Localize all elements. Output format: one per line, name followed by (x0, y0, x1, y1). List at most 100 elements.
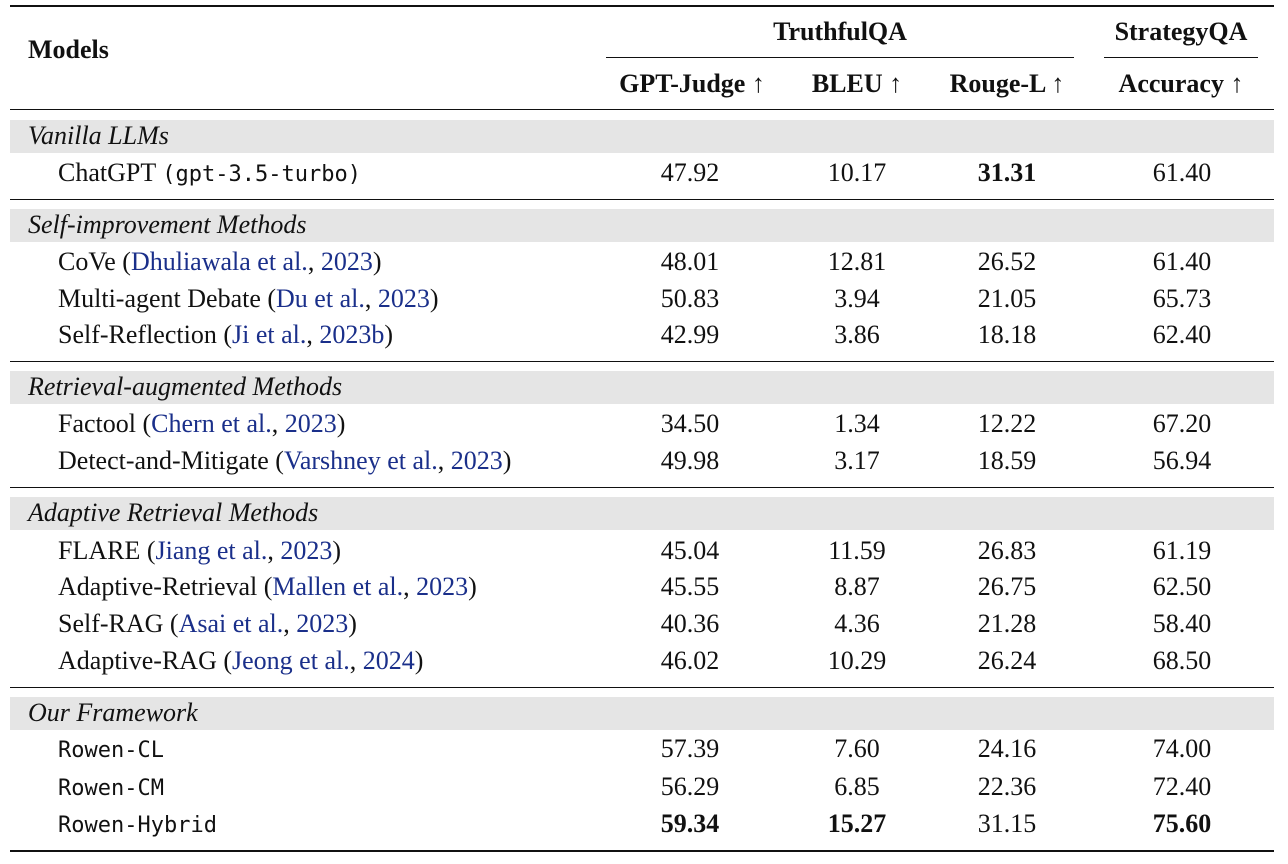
model-name: Factool (Chern et al., 2023) (58, 409, 346, 438)
citation-year-link[interactable]: 2023 (450, 446, 503, 475)
value-accuracy: 67.20 (1152, 409, 1212, 438)
section-band (10, 371, 1274, 404)
model-name: ChatGPT (gpt-3.5-turbo) (58, 158, 361, 187)
value-gpt-judge: 50.83 (660, 284, 720, 313)
section-rule (10, 687, 1274, 688)
section-title: Self-improvement Methods (28, 210, 307, 239)
bottom-rule (10, 850, 1274, 852)
top-rule (10, 5, 1274, 7)
citation-link[interactable]: Mallen et al. (272, 572, 404, 601)
value-bleu: 10.17 (827, 158, 887, 187)
section-band (10, 120, 1274, 153)
value-rouge-l: 22.36 (977, 772, 1037, 801)
truthfulqa-cmidrule (606, 57, 1074, 58)
value-accuracy: 61.40 (1152, 158, 1212, 187)
value-bleu: 12.81 (827, 247, 887, 276)
value-rouge-l: 26.83 (977, 536, 1037, 565)
value-rouge-l: 18.18 (977, 320, 1037, 349)
value-rouge-l: 21.28 (977, 609, 1037, 638)
model-name: Rowen-Hybrid (58, 813, 217, 838)
strategyqa-cmidrule (1104, 57, 1258, 58)
model-name: FLARE (Jiang et al., 2023) (58, 536, 342, 565)
citation-link[interactable]: Jiang et al. (155, 536, 268, 565)
table-row: Self-RAG (Asai et al., 2023) 40.36 4.36 … (0, 606, 1288, 642)
model-name: Multi-agent Debate (Du et al., 2023) (58, 284, 439, 313)
citation-link[interactable]: Varshney et al. (283, 446, 438, 475)
header-rule (10, 109, 1274, 110)
table-row: CoVe (Dhuliawala et al., 2023) 48.01 12.… (0, 244, 1288, 280)
value-gpt-judge: 57.39 (660, 734, 720, 763)
value-accuracy: 62.40 (1152, 320, 1212, 349)
citation-link[interactable]: Asai et al. (178, 609, 284, 638)
col-accuracy: Accuracy ↑ (1118, 69, 1244, 98)
value-bleu: 10.29 (827, 646, 887, 675)
value-gpt-judge: 49.98 (660, 446, 720, 475)
model-name: Self-Reflection (Ji et al., 2023b) (58, 320, 394, 349)
value-gpt-judge: 46.02 (660, 646, 720, 675)
value-gpt-judge: 45.04 (660, 536, 720, 565)
citation-year-link[interactable]: 2023 (296, 609, 349, 638)
citation-year-link[interactable]: 2023 (320, 247, 373, 276)
value-rouge-l: 24.16 (977, 734, 1037, 763)
value-accuracy: 56.94 (1152, 446, 1212, 475)
value-rouge-l: 26.24 (977, 646, 1037, 675)
value-rouge-l: 31.15 (977, 809, 1037, 838)
citation-year-link[interactable]: 2024 (362, 646, 415, 675)
value-gpt-judge: 48.01 (660, 247, 720, 276)
value-accuracy: 72.40 (1152, 772, 1212, 801)
citation-year-link[interactable]: 2023 (280, 536, 333, 565)
table-row: Multi-agent Debate (Du et al., 2023) 50.… (0, 281, 1288, 317)
col-rouge-l: Rouge-L ↑ (949, 69, 1065, 98)
model-name: Detect-and-Mitigate (Varshney et al., 20… (58, 446, 512, 475)
section-band (10, 497, 1274, 530)
citation-year-link[interactable]: 2023 (416, 572, 469, 601)
models-header: Models (28, 35, 109, 64)
model-name: Rowen-CL (58, 738, 164, 763)
value-bleu: 3.17 (834, 446, 880, 475)
value-gpt-judge: 56.29 (660, 772, 720, 801)
value-rouge-l: 26.52 (977, 247, 1037, 276)
value-bleu: 15.27 (827, 809, 887, 838)
value-accuracy: 62.50 (1152, 572, 1212, 601)
section-rule (10, 361, 1274, 362)
value-gpt-judge: 42.99 (660, 320, 720, 349)
value-bleu: 4.36 (834, 609, 880, 638)
citation-year-link[interactable]: 2023 (377, 284, 430, 313)
table-row: Adaptive-RAG (Jeong et al., 2024) 46.02 … (0, 643, 1288, 679)
value-accuracy: 65.73 (1152, 284, 1212, 313)
section-band (10, 697, 1274, 730)
col-bleu: BLEU ↑ (811, 69, 903, 98)
value-gpt-judge: 34.50 (660, 409, 720, 438)
value-gpt-judge: 47.92 (660, 158, 720, 187)
section-band (10, 209, 1274, 242)
value-accuracy: 68.50 (1152, 646, 1212, 675)
value-accuracy: 61.19 (1152, 536, 1212, 565)
value-bleu: 7.60 (834, 734, 880, 763)
value-bleu: 11.59 (828, 536, 886, 565)
table-row: Detect-and-Mitigate (Varshney et al., 20… (0, 443, 1288, 479)
citation-link[interactable]: Chern et al. (151, 409, 272, 438)
value-bleu: 3.86 (834, 320, 880, 349)
table-row: ChatGPT (gpt-3.5-turbo) 47.92 10.17 31.3… (0, 155, 1288, 191)
table-row: Rowen-CL 57.39 7.60 24.16 74.00 (0, 731, 1288, 767)
value-gpt-judge: 40.36 (660, 609, 720, 638)
model-name: Rowen-CM (58, 776, 164, 801)
model-name: Self-RAG (Asai et al., 2023) (58, 609, 357, 638)
citation-link[interactable]: Ji et al. (232, 320, 307, 349)
value-accuracy: 74.00 (1152, 734, 1212, 763)
model-name: CoVe (Dhuliawala et al., 2023) (58, 247, 382, 276)
value-rouge-l: 21.05 (977, 284, 1037, 313)
model-name: Adaptive-Retrieval (Mallen et al., 2023) (58, 572, 477, 601)
citation-link[interactable]: Du et al. (276, 284, 365, 313)
section-rule (10, 199, 1274, 200)
table-row: Adaptive-Retrieval (Mallen et al., 2023)… (0, 569, 1288, 605)
citation-year-link[interactable]: 2023 (284, 409, 337, 438)
value-rouge-l: 18.59 (977, 446, 1037, 475)
citation-link[interactable]: Jeong et al. (232, 646, 350, 675)
value-gpt-judge: 59.34 (660, 809, 720, 838)
value-rouge-l: 12.22 (977, 409, 1037, 438)
table-row: Rowen-CM 56.29 6.85 22.36 72.40 (0, 769, 1288, 805)
citation-link[interactable]: Dhuliawala et al. (130, 247, 308, 276)
citation-year-link[interactable]: 2023b (319, 320, 385, 349)
section-title: Retrieval-augmented Methods (28, 372, 343, 401)
